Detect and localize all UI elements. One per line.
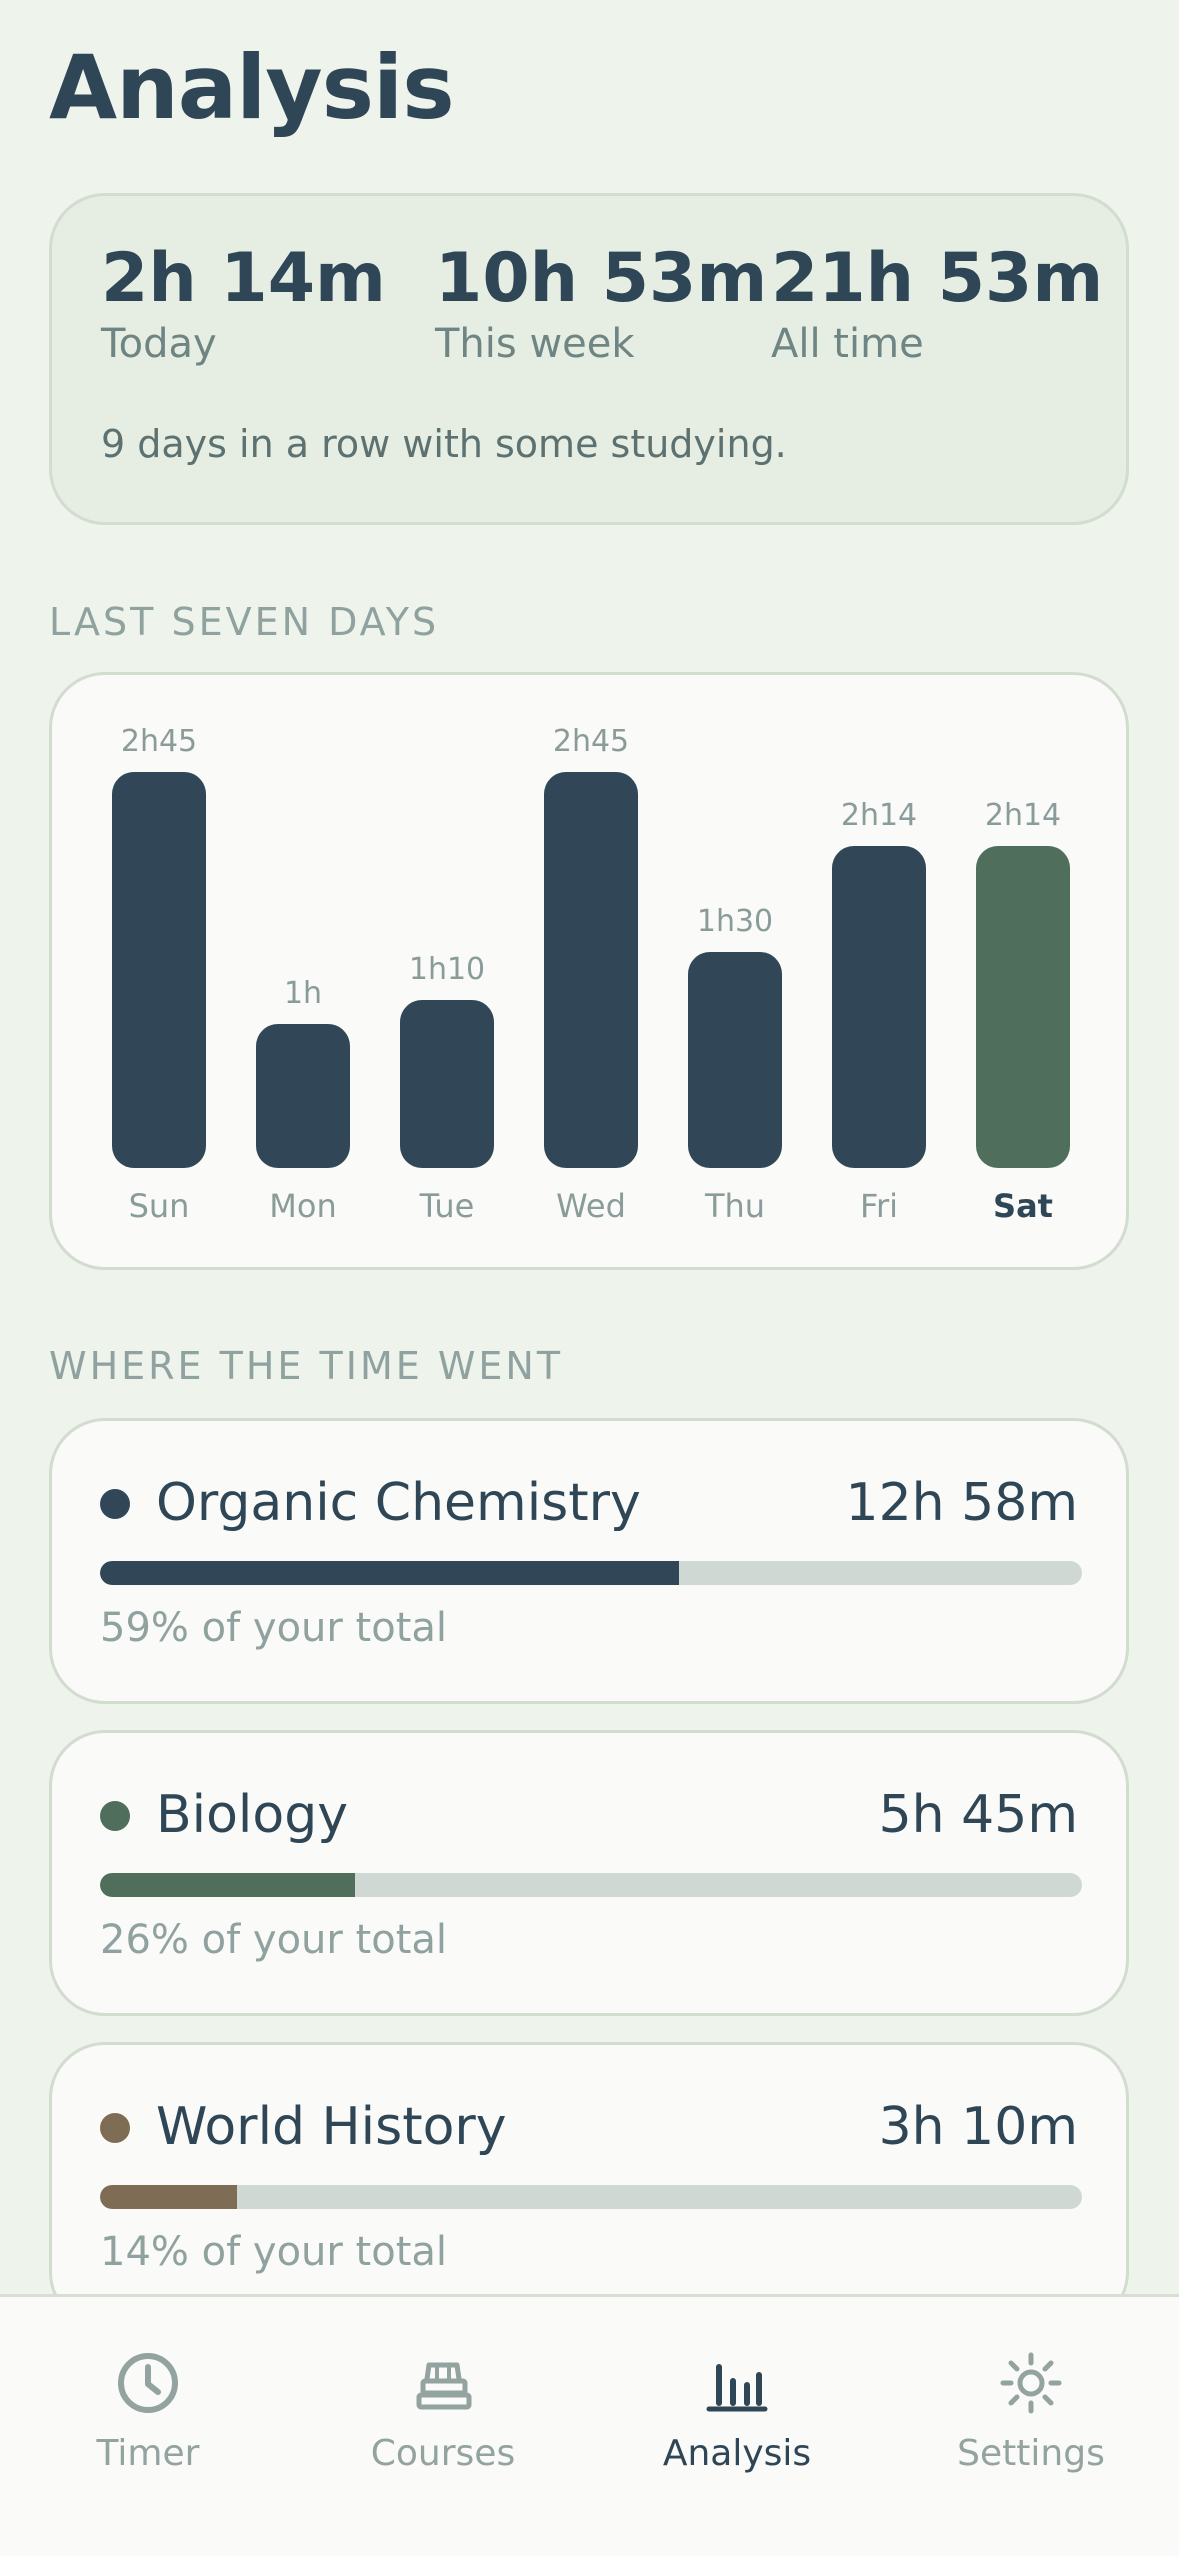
books-icon [416,2362,472,2410]
chart-day-label: Thu [704,1187,766,1225]
tab-label: Courses [370,2433,516,2474]
tab-courses[interactable]: Courses [343,2347,543,2474]
section-label-where-time-went: WHERE THE TIME WENT [49,1344,564,1388]
chart-day-label: Fri [859,1187,899,1225]
tab-timer[interactable]: Timer [48,2347,248,2474]
tab-bar: Timer Courses Analysis [0,2294,1179,2556]
section-label-last-seven-days: LAST SEVEN DAYS [49,600,440,644]
course-color-dot [100,2113,130,2143]
page-title: Analysis [49,36,455,139]
course-card[interactable]: World History 3h 10m 14% of your total [49,2042,1129,2328]
weekly-bar-chart: 2h45 Sun 1h Mon 1h10 Tue 2h45 Wed 1h30 Thu 2h14 Fri… [49,672,1129,1270]
chart-day-label: Sun [128,1187,190,1225]
chart-bar-tue [400,1000,494,1168]
chart-bar-thu [688,952,782,1168]
stat-value: 21h 53m [771,239,1104,318]
stat-value: 10h 53m [435,239,768,318]
tab-settings[interactable]: Settings [931,2347,1131,2474]
stat-label: Today [101,320,217,367]
chart-day-label: Mon [269,1187,337,1225]
stat-all-time: 21h 53m All time [771,239,1104,367]
course-progress-fill [100,2185,238,2209]
course-percent: 26% of your total [100,1917,448,1963]
chart-bar-value-label: 2h45 [552,724,630,759]
chart-day-label: Wed [556,1187,626,1225]
chart-bar-mon [256,1024,350,1168]
chart-bar-sun [112,772,206,1168]
chart-bar-wed [544,772,638,1168]
chart-day-label: Tue [419,1187,475,1225]
chart-bar-fri [832,846,926,1168]
course-color-dot [100,1801,130,1831]
sun-gear-icon [1000,2352,1062,2414]
chart-bar-sat [976,846,1070,1168]
course-progress-fill [100,1873,356,1897]
course-name: World History [156,2097,507,2157]
chart-bar-value-label: 1h10 [408,952,486,987]
stat-label: All time [771,320,924,367]
course-name: Biology [156,1785,348,1845]
stat-label: This week [435,320,635,367]
tab-analysis[interactable]: Analysis [637,2347,837,2474]
chart-day-label: Sat [993,1187,1053,1225]
course-card[interactable]: Biology 5h 45m 26% of your total [49,1730,1129,2016]
course-progress-track [100,2185,1082,2209]
bar-chart-icon [706,2364,768,2412]
course-percent: 14% of your total [100,2229,448,2275]
tab-label: Settings [957,2433,1105,2474]
course-color-dot [100,1489,130,1519]
course-card[interactable]: Organic Chemistry 12h 58m 59% of your to… [49,1418,1129,1704]
chart-bar-value-label: 2h14 [840,798,918,833]
tab-label: Timer [96,2433,200,2474]
stat-this-week: 10h 53m This week [435,239,768,367]
course-progress-fill [100,1561,680,1585]
course-progress-track [100,1873,1082,1897]
chart-bar-value-label: 2h45 [120,724,198,759]
streak-text: 9 days in a row with some studying. [101,422,787,466]
course-time: 3h 10m [878,2097,1078,2157]
summary-card: 2h 14m Today 10h 53m This week 21h 53m A… [49,193,1129,525]
chart-bar-value-label: 1h30 [696,904,774,939]
course-percent: 59% of your total [100,1605,448,1651]
stat-value: 2h 14m [101,239,386,318]
course-name: Organic Chemistry [156,1473,641,1533]
stat-today: 2h 14m Today [101,239,386,367]
course-time: 12h 58m [845,1473,1078,1533]
clock-icon [118,2353,178,2413]
tab-label: Analysis [662,2433,812,2474]
chart-bar-value-label: 1h [283,976,323,1011]
course-time: 5h 45m [878,1785,1078,1845]
chart-bar-value-label: 2h14 [984,798,1062,833]
course-progress-track [100,1561,1082,1585]
